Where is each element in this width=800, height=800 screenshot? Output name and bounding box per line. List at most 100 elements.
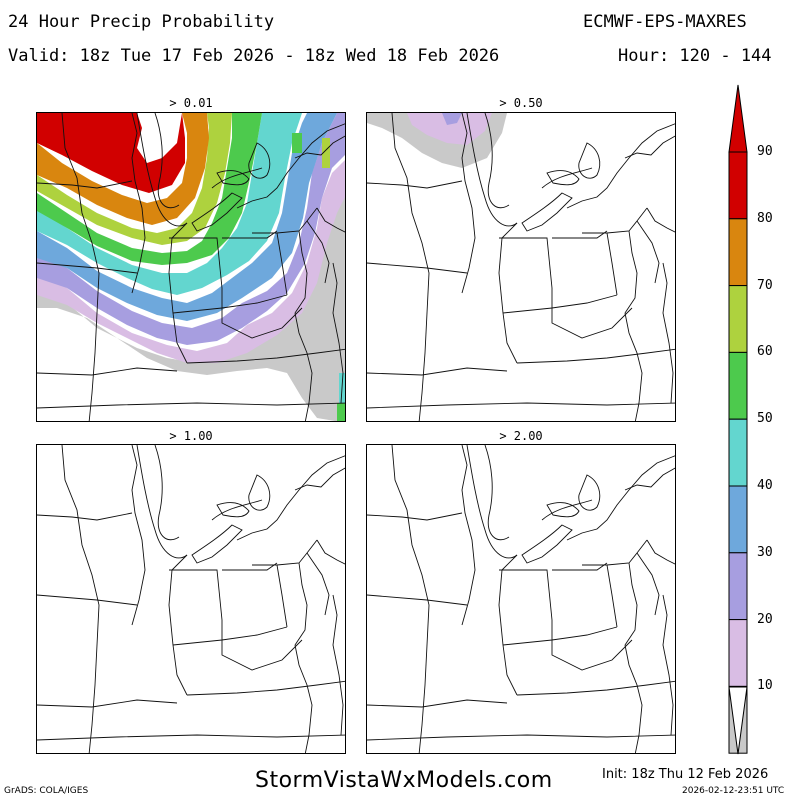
valid-period: Valid: 18z Tue 17 Feb 2026 - 18z Wed 18 …	[8, 46, 500, 66]
colorbar-top-arrow	[728, 84, 748, 153]
border-line	[332, 262, 344, 404]
border-line	[186, 680, 345, 696]
border-line	[541, 499, 593, 521]
colorbar-tick-label: 80	[757, 210, 773, 226]
map-panel-100	[36, 444, 346, 754]
border-line	[211, 167, 263, 189]
border-line	[367, 180, 463, 189]
border-line	[216, 170, 250, 186]
border-line	[662, 262, 674, 404]
colorbar-box	[728, 151, 748, 220]
border-line	[606, 564, 618, 628]
border-line	[169, 569, 223, 621]
border-line	[546, 502, 580, 518]
border-line	[221, 288, 303, 339]
panel-label-001: > 0.01	[169, 96, 213, 110]
state-borders	[37, 445, 345, 753]
render-timestamp: 2026-02-12-23:51 UTC	[682, 786, 785, 796]
colorbar-box	[728, 552, 748, 621]
border-line	[636, 552, 660, 616]
border-line	[391, 445, 430, 753]
border-line	[498, 554, 518, 696]
border-line	[551, 288, 633, 339]
border-line	[367, 512, 463, 521]
border-line	[499, 237, 553, 289]
map-panel-050	[366, 112, 676, 422]
border-line	[516, 680, 675, 696]
border-line	[37, 594, 138, 606]
colorbar-tick-label: 50	[757, 411, 773, 427]
border-line	[646, 207, 675, 233]
colorbar-tick-label: 60	[757, 344, 773, 360]
border-line	[498, 222, 518, 364]
border-line	[367, 734, 675, 741]
border-line	[578, 142, 601, 179]
border-line	[484, 445, 510, 541]
border-line	[367, 699, 508, 708]
border-line	[211, 499, 263, 521]
border-line	[662, 594, 674, 736]
border-line	[502, 626, 618, 646]
border-line	[367, 594, 468, 606]
border-line	[136, 113, 188, 227]
border-line	[391, 113, 430, 421]
border-line	[316, 207, 345, 233]
border-line	[37, 734, 345, 741]
colorbar-box	[728, 485, 748, 554]
border-line	[136, 445, 188, 559]
border-line	[37, 180, 133, 189]
colorbar-tick-label: 10	[757, 678, 773, 694]
border-line	[516, 348, 675, 364]
colorbar-box	[728, 418, 748, 487]
border-line	[332, 594, 344, 736]
border-line	[248, 474, 271, 511]
border-line	[294, 644, 313, 753]
border-line	[236, 123, 345, 209]
border-line	[566, 123, 675, 209]
border-line	[221, 620, 303, 671]
grads-credit: GrADS: COLA/IGES	[4, 786, 89, 796]
border-line	[131, 445, 146, 626]
border-line	[168, 554, 188, 696]
border-line	[172, 294, 288, 314]
border-line	[551, 620, 633, 671]
border-line	[168, 222, 188, 364]
border-line	[306, 220, 330, 284]
border-line	[466, 445, 518, 559]
state-borders	[367, 113, 675, 421]
border-line	[502, 294, 618, 314]
map-panel-200	[366, 444, 676, 754]
border-line	[37, 699, 178, 708]
colorbar-box	[728, 619, 748, 687]
model-name: ECMWF-EPS-MAXRES	[583, 12, 747, 32]
panel-label-200: > 2.00	[499, 429, 543, 443]
border-line	[606, 232, 618, 296]
border-line	[624, 230, 638, 314]
site-watermark: StormVistaWxModels.com	[255, 768, 553, 793]
border-line	[61, 445, 100, 753]
colorbar-tick-label: 70	[757, 277, 773, 293]
border-line	[294, 312, 313, 421]
forecast-hour: Hour: 120 - 144	[618, 46, 772, 66]
border-line	[367, 367, 508, 376]
colorbar-tick-label: 20	[757, 611, 773, 627]
border-line	[316, 539, 345, 565]
panel-label-050: > 0.50	[499, 96, 543, 110]
border-line	[624, 644, 643, 753]
border-line	[541, 167, 593, 189]
border-line	[37, 402, 345, 409]
border-line	[461, 113, 476, 294]
border-line	[276, 232, 288, 296]
colorbar-box	[728, 285, 748, 353]
border-line	[169, 237, 223, 289]
map-title: 24 Hour Precip Probability	[8, 12, 275, 32]
border-line	[306, 552, 330, 616]
border-line	[466, 113, 518, 227]
state-borders	[37, 113, 345, 421]
border-line	[294, 562, 308, 646]
colorbar-tick-label: 40	[757, 478, 773, 493]
border-line	[37, 367, 178, 376]
border-line	[191, 192, 243, 232]
border-line	[154, 113, 180, 209]
